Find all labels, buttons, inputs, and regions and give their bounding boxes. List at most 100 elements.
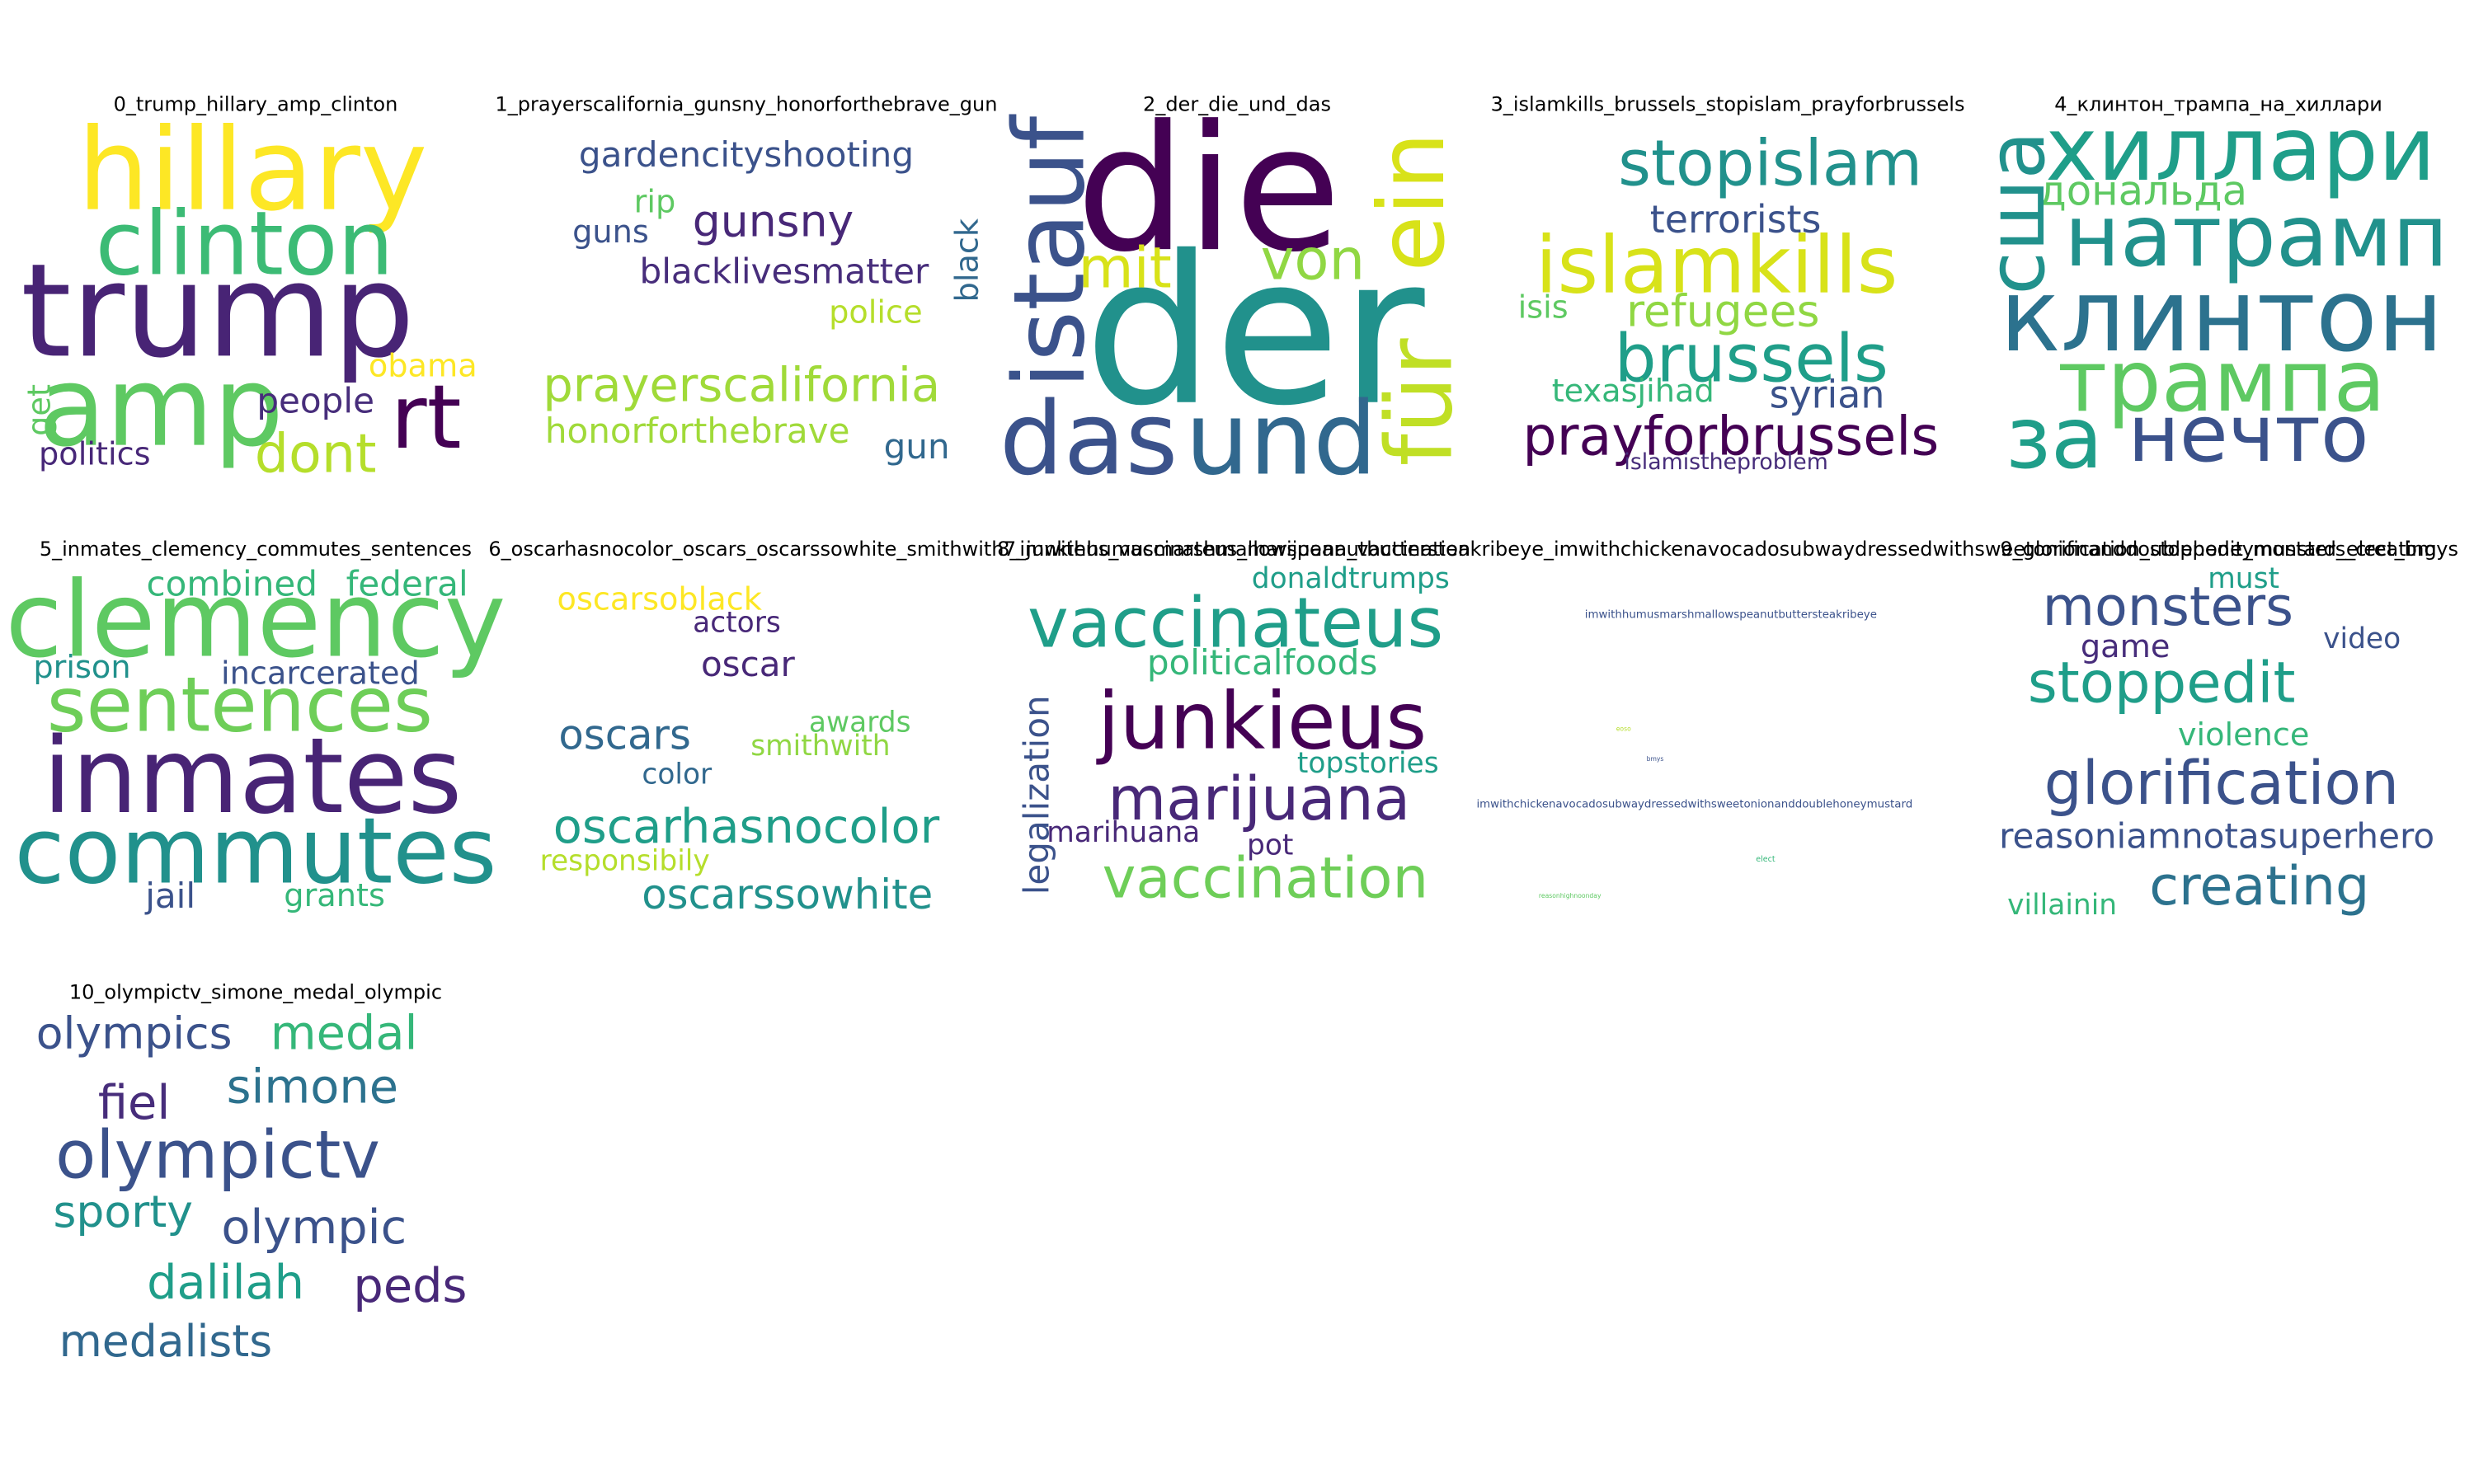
word: junkieus <box>1096 674 1427 767</box>
word: donaldtrumps <box>1252 562 1450 595</box>
word: creating <box>2149 856 2369 918</box>
word: imwithhumusmarshmallowspeanutbuttersteak… <box>1585 609 1877 622</box>
word: oscarsoblack <box>557 581 763 618</box>
word: und <box>1185 379 1377 497</box>
word: legalization <box>1017 695 1057 895</box>
word: refugees <box>1626 284 1819 336</box>
word: federal <box>346 563 468 603</box>
panel-title: 5_inmates_clemency_commutes_sentences <box>40 538 472 561</box>
word: peds <box>353 1258 467 1313</box>
word: за <box>2006 389 2103 488</box>
word: texasjihad <box>1552 373 1714 410</box>
word: video <box>2323 622 2401 655</box>
word: oscarhasnocolor <box>553 799 940 854</box>
word: дональда <box>2038 167 2247 215</box>
word: vaccinateus <box>1028 583 1443 664</box>
word: medal <box>270 1006 418 1061</box>
word: clemency <box>5 559 506 680</box>
word: reasonhighnoonday <box>1539 892 1602 899</box>
word: guns <box>572 214 649 251</box>
word: das <box>999 379 1178 497</box>
word: islamistheproblem <box>1624 449 1827 475</box>
word: brussels <box>1615 319 1888 397</box>
word: responsibily <box>540 845 710 878</box>
panel-title: 2_der_die_und_das <box>1143 92 1331 115</box>
word: bmys <box>1647 755 1664 763</box>
word: reasoniamnotasuperhero <box>1999 816 2434 857</box>
word: die <box>1076 88 1342 290</box>
word: color <box>642 758 713 791</box>
panel-title: 0_trump_hillary_amp_clinton <box>114 92 398 115</box>
word: oscars <box>558 711 691 759</box>
word: dont <box>255 424 377 486</box>
word: нечто <box>2128 387 2368 480</box>
word: isis <box>1518 289 1569 326</box>
word: istauf <box>992 113 1106 388</box>
word: commutes <box>14 799 496 905</box>
word: islamkills <box>1536 218 1898 311</box>
word: vaccination <box>1103 846 1429 912</box>
word: combined <box>146 563 317 603</box>
panel-title: 9_glorification_stoppedit_monsters_creat… <box>2000 538 2436 561</box>
word: violence <box>2178 716 2310 754</box>
panel-title: 8_imwithhumusmarshmallowspeanutbutterste… <box>997 538 2458 561</box>
word: хиллари <box>2045 99 2435 201</box>
word: trump <box>21 235 415 386</box>
word: topstories <box>1297 747 1439 780</box>
word: blacklivesmatter <box>640 251 929 292</box>
word: imwithchickenavocadosubwaydressedwithswe… <box>1476 798 1912 810</box>
word: obama <box>369 347 477 384</box>
word: натрамп <box>2064 187 2448 286</box>
word: olympic <box>221 1200 407 1255</box>
word: politics <box>39 436 151 473</box>
word: marijuana <box>1108 765 1410 834</box>
panel-title: 3_islamkills_brussels_stopislam_prayforb… <box>1491 92 1965 115</box>
word: politicalfoods <box>1147 642 1378 683</box>
word: clinton <box>96 194 394 296</box>
word: terrorists <box>1650 197 1822 242</box>
word: marihuana <box>1047 816 1200 849</box>
word: hillary <box>78 105 428 237</box>
word: inmates <box>43 716 462 837</box>
word: people <box>256 380 374 420</box>
panel-title: 1_prayerscalifornia_gunsny_honorforthebr… <box>496 92 998 115</box>
word: трампа <box>2058 332 2386 431</box>
panel-title: 10_olympictv_simone_medal_olympic <box>69 980 442 1003</box>
word: black <box>948 218 985 302</box>
word: must <box>2208 562 2279 595</box>
word: eoso <box>1616 725 1631 732</box>
word: ein <box>1359 132 1465 271</box>
panel-title: 6_oscarhasnocolor_oscars_oscarssowhite_s… <box>488 538 1004 561</box>
word: mit <box>1079 235 1172 301</box>
word: incarcerated <box>221 655 420 692</box>
word: syrian <box>1770 372 1885 416</box>
word: simone <box>227 1059 399 1115</box>
word: glorification <box>2044 749 2399 819</box>
word: prayforbrussels <box>1522 406 1939 467</box>
word: prayerscalifornia <box>543 357 940 412</box>
word: smithwith <box>750 730 890 763</box>
word: prison <box>33 649 130 686</box>
word: gunsny <box>693 195 854 247</box>
word: der <box>1084 212 1425 451</box>
word: grants <box>284 877 385 914</box>
word: elect <box>1756 855 1776 864</box>
panel-title: 7_junkieus_vaccinateus_marijuana_vaccina… <box>1004 538 1470 561</box>
word: stopislam <box>1618 127 1922 200</box>
word: honorforthebrave <box>545 411 850 451</box>
word: сша <box>1970 131 2062 295</box>
word: get <box>21 384 58 436</box>
word: gun <box>884 426 950 467</box>
word: amp <box>38 343 284 472</box>
word: fiel <box>98 1075 170 1130</box>
word: oscar <box>701 644 796 684</box>
word: actors <box>693 607 781 640</box>
word: rt <box>391 367 462 469</box>
word: awards <box>809 706 911 739</box>
word: pot <box>1247 829 1293 862</box>
word: olympics <box>36 1007 233 1059</box>
word: monsters <box>2043 576 2293 638</box>
word: клинтон <box>2000 256 2443 374</box>
